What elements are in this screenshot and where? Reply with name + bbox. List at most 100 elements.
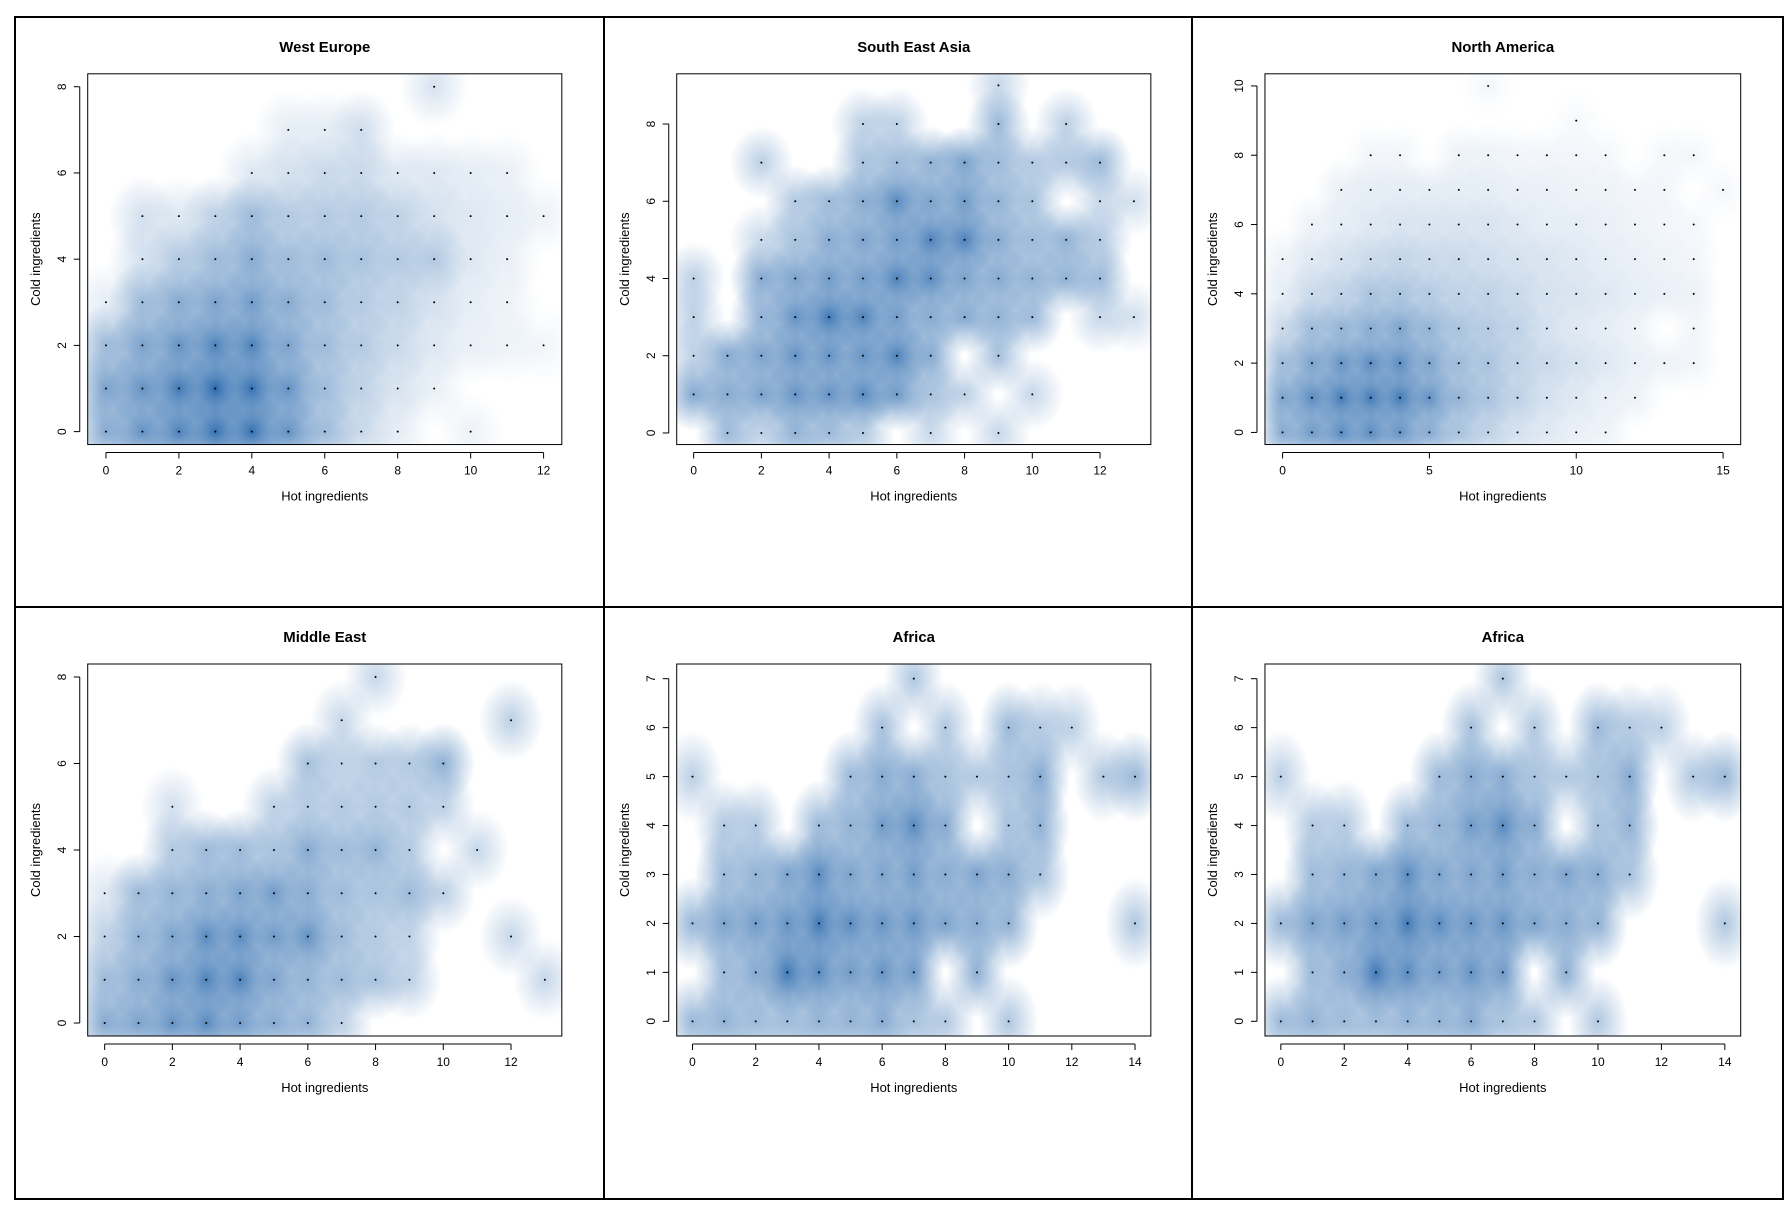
density-blob <box>676 241 726 316</box>
y-tick-label: 0 <box>1232 1018 1246 1025</box>
y-tick-label: 4 <box>1232 290 1246 297</box>
data-point <box>1399 431 1402 434</box>
data-point <box>722 824 725 827</box>
x-tick-label: 5 <box>1426 463 1433 477</box>
data-point <box>433 301 436 304</box>
data-point <box>1038 873 1041 876</box>
data-point <box>543 978 546 981</box>
data-point <box>827 393 830 396</box>
data-point <box>1343 971 1346 974</box>
data-point <box>360 128 363 131</box>
data-point <box>1030 316 1033 319</box>
y-tick-label: 0 <box>643 1018 657 1025</box>
data-point <box>137 892 140 895</box>
panel-4: Middle East 0 2 4 6 8 10 12 Hot ingredients 0 2 4 6 8… <box>16 608 605 1198</box>
data-point <box>506 258 509 261</box>
data-point <box>754 971 757 974</box>
data-point <box>272 849 275 851</box>
data-point <box>1597 824 1600 827</box>
data-point <box>205 1022 208 1025</box>
data-point <box>997 431 1000 434</box>
x-tick-label: 6 <box>878 1055 885 1069</box>
data-point <box>1546 188 1549 191</box>
data-point <box>1458 431 1461 434</box>
data-point <box>1311 258 1314 261</box>
data-point <box>171 849 174 851</box>
data-point <box>827 316 830 319</box>
data-point <box>1487 292 1490 295</box>
data-point <box>250 430 253 433</box>
data-point <box>1604 154 1607 157</box>
data-point <box>1604 188 1607 191</box>
data-point <box>1133 922 1136 925</box>
y-tick-label: 6 <box>643 198 657 205</box>
data-point <box>469 258 472 261</box>
data-point <box>1399 327 1402 330</box>
data-point <box>323 258 326 261</box>
data-point <box>104 344 107 347</box>
panel-3: North America 0 5 10 15 Hot ingredients 0 2 4 6 8 1… <box>1193 18 1782 608</box>
data-point <box>177 387 180 390</box>
data-point <box>997 123 1000 126</box>
data-point <box>1030 238 1033 241</box>
data-point <box>1428 223 1431 226</box>
data-point <box>1663 154 1666 157</box>
data-point <box>929 277 932 280</box>
data-point <box>1470 775 1473 778</box>
data-point <box>205 935 208 938</box>
data-point <box>433 258 436 261</box>
x-tick-label: 10 <box>1592 1055 1606 1069</box>
chart-4: Middle East 0 2 4 6 8 10 12 Hot ingredients 0 2 4 6 8… <box>28 629 563 1095</box>
data-point <box>849 775 852 778</box>
data-point <box>1565 775 1568 778</box>
data-point <box>250 215 253 218</box>
data-point <box>1516 431 1519 434</box>
y-tick-label: 4 <box>643 822 657 829</box>
x-tick-label: 8 <box>394 463 401 477</box>
data-point <box>1629 726 1632 729</box>
data-point <box>1007 726 1010 729</box>
y-tick-label: 6 <box>55 760 69 767</box>
data-point <box>1311 1020 1314 1023</box>
density-layer <box>87 664 562 1036</box>
x-tick-label: 12 <box>504 1055 518 1069</box>
x-tick-label: 8 <box>372 1055 379 1069</box>
x-tick-label: 10 <box>464 463 478 477</box>
data-point <box>171 892 174 895</box>
data-point <box>1438 922 1441 925</box>
data-point <box>963 277 966 280</box>
x-tick-label: 4 <box>815 1055 822 1069</box>
data-point <box>1343 1020 1346 1023</box>
data-point <box>963 238 966 241</box>
data-point <box>141 215 144 218</box>
x-tick-label: 14 <box>1128 1055 1142 1069</box>
density-layer <box>87 73 562 445</box>
data-point <box>250 258 253 261</box>
y-tick-label: 2 <box>55 342 69 349</box>
density-layer <box>1265 664 1742 1036</box>
x-tick-label: 0 <box>101 1055 108 1069</box>
data-point <box>506 301 509 304</box>
y-axis-label: Cold ingredients <box>28 803 43 897</box>
data-point <box>861 238 864 241</box>
data-point <box>476 849 479 851</box>
data-point <box>103 892 106 895</box>
data-point <box>929 431 932 434</box>
data-point <box>214 344 217 347</box>
data-point <box>1724 922 1727 925</box>
x-tick-label: 2 <box>752 1055 759 1069</box>
x-axis-label: Hot ingredients <box>870 1080 958 1095</box>
data-point <box>1533 1020 1536 1023</box>
data-point <box>722 971 725 974</box>
data-point <box>1470 824 1473 827</box>
y-tick-label: 8 <box>55 673 69 680</box>
y-tick-label: 2 <box>643 352 657 359</box>
data-point <box>287 344 290 347</box>
data-point <box>137 935 140 938</box>
x-axis-label: Hot ingredients <box>870 488 957 503</box>
x-tick-label: 6 <box>321 463 328 477</box>
data-point <box>340 978 343 981</box>
data-point <box>1375 971 1378 974</box>
data-point <box>340 805 343 808</box>
